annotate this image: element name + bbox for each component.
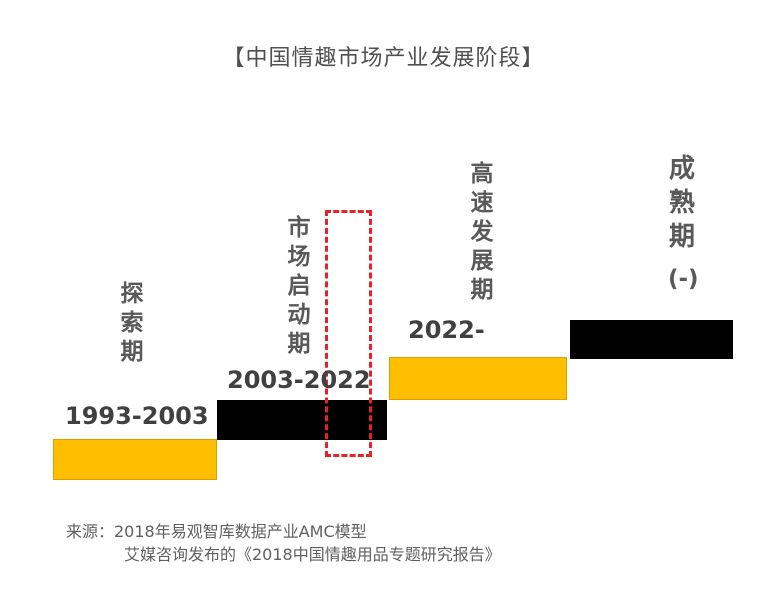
source-line-1: 来源：2018年易观智库数据产业AMC模型 (66, 522, 367, 541)
source-note: 来源：2018年易观智库数据产业AMC模型 艾媒咨询发布的《2018中国情趣用品… (66, 520, 501, 566)
stage-4-note: (-) (668, 266, 699, 292)
source-line-2: 艾媒咨询发布的《2018中国情趣用品专题研究报告》 (124, 545, 501, 564)
stage-2-years: 2003-2022 (227, 366, 371, 394)
stage-1-label: 探 索 期 (120, 281, 144, 365)
diagram-title: 【中国情趣市场产业发展阶段】 (222, 46, 545, 71)
stage-1-step (53, 439, 217, 480)
stage-4-step (570, 320, 733, 359)
stage-4-label: 成 熟 期 (668, 154, 695, 252)
stage-1-years: 1993-2003 (65, 402, 209, 430)
stage-2-label: 市 场 启 动 期 (287, 215, 311, 357)
stage-3-step (389, 357, 567, 400)
stage-2-step (217, 400, 387, 440)
stage-3-label: 高 速 发 展 期 (470, 161, 494, 303)
stage-3-years: 2022- (408, 316, 485, 344)
current-stage-highlight (325, 210, 372, 457)
